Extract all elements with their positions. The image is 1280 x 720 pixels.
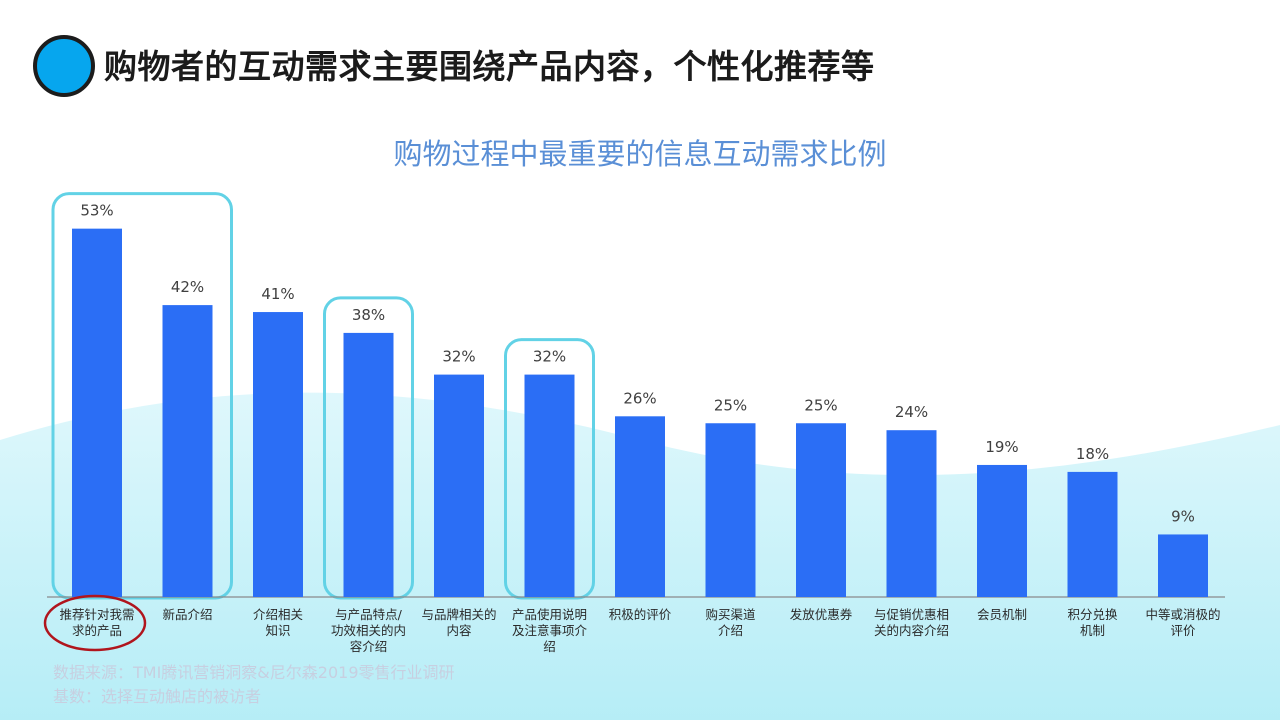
category-label-10-line-2: 关的内容介绍 [874, 623, 949, 638]
category-label-3-line-1: 介绍相关 [253, 607, 303, 622]
value-label-10: 24% [895, 403, 928, 421]
category-label-6-line-3: 绍 [543, 639, 556, 654]
value-label-8: 25% [714, 396, 747, 414]
category-label-13-line-1: 中等或消极的 [1145, 607, 1220, 622]
category-label-2-line-1: 新品介绍 [162, 607, 212, 622]
category-label-8-line-2: 介绍 [718, 623, 743, 638]
footnote-source: 数据来源：TMI腾讯营销洞察&尼尔森2019零售行业调研 [53, 663, 455, 682]
bar-3 [253, 312, 303, 597]
category-label-12-line-1: 积分兑换 [1067, 607, 1118, 622]
category-label-4-line-3: 容介绍 [350, 639, 388, 654]
value-label-1: 53% [80, 202, 113, 220]
category-label-13-line-2: 评价 [1170, 623, 1196, 638]
bar-6 [524, 374, 575, 597]
bar-5 [434, 374, 484, 597]
category-label-6-line-2: 及注意事项介 [512, 623, 588, 638]
category-label-5-line-1: 与品牌相关的 [421, 607, 496, 622]
category-label-7-line-1: 积极的评价 [609, 607, 672, 622]
bar-13 [1158, 534, 1208, 597]
bar-8 [705, 423, 756, 597]
category-label-4-line-2: 功效相关的内 [331, 623, 406, 638]
bar-11 [977, 464, 1027, 597]
value-label-6: 32% [533, 348, 566, 366]
category-label-9-line-1: 发放优惠券 [790, 607, 853, 622]
value-label-2: 42% [171, 278, 204, 296]
bar-12 [1067, 471, 1118, 597]
category-label-5-line-2: 内容 [446, 623, 471, 638]
category-label-4-line-1: 与产品特点/ [335, 607, 403, 622]
bar-4 [343, 332, 394, 597]
footnote-base: 基数：选择互动触店的被访者 [53, 687, 262, 706]
category-label-10-line-1: 与促销优惠相 [874, 607, 949, 622]
category-label-11-line-1: 会员机制 [977, 607, 1027, 622]
value-label-13: 9% [1171, 507, 1195, 525]
category-label-8-line-1: 购买渠道 [705, 607, 756, 622]
category-label-1-line-2: 求的产品 [72, 623, 122, 638]
value-label-4: 38% [352, 306, 385, 324]
value-label-11: 19% [985, 438, 1018, 456]
bar-9 [796, 423, 846, 597]
bar-10 [886, 430, 937, 597]
value-label-12: 18% [1076, 445, 1109, 463]
bar-7 [615, 416, 665, 597]
highlight-circle [43, 594, 147, 652]
value-label-7: 26% [623, 389, 656, 407]
highlight-box-1 [51, 192, 233, 600]
category-label-3-line-2: 知识 [265, 623, 290, 638]
bar-2 [162, 305, 213, 597]
category-label-1-line-1: 推荐针对我需 [59, 607, 134, 622]
bar-1 [72, 228, 122, 597]
value-label-5: 32% [442, 348, 475, 366]
category-label-6-line-1: 产品使用说明 [512, 607, 587, 622]
value-label-3: 41% [261, 285, 294, 303]
highlight-box-3 [504, 338, 595, 600]
highlight-box-2 [323, 296, 414, 600]
header-dot-icon [33, 35, 95, 97]
page-title: 购物者的互动需求主要围绕产品内容，个性化推荐等 [104, 47, 875, 86]
chart-title: 购物过程中最重要的信息互动需求比例 [393, 137, 886, 171]
category-label-12-line-2: 机制 [1080, 623, 1105, 638]
value-label-9: 25% [804, 396, 837, 414]
